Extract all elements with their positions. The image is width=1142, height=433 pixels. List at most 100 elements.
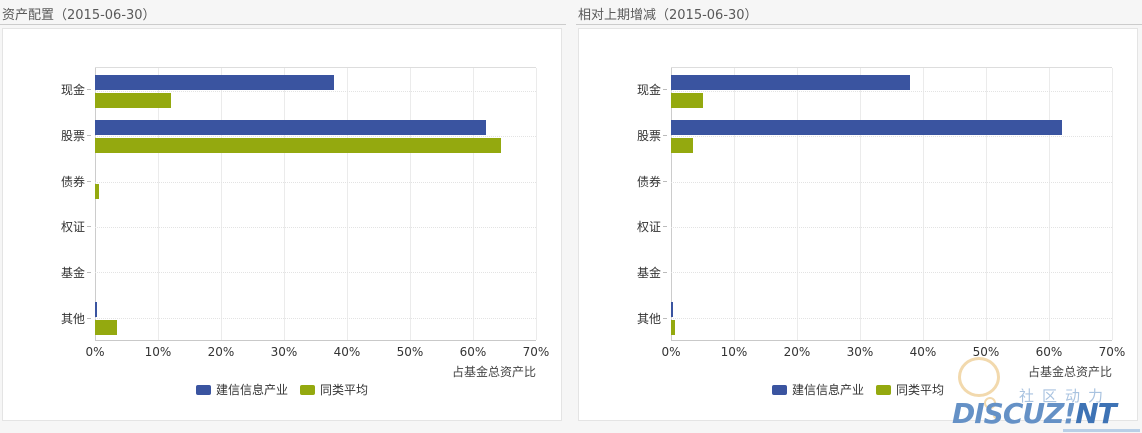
category-label: 股票: [579, 113, 667, 159]
category-label: 权证: [3, 204, 91, 250]
category-tick: [663, 89, 667, 91]
category-gridline: [95, 227, 536, 228]
bar: [95, 75, 335, 90]
legend-item[interactable]: 同类平均: [300, 381, 368, 398]
category-gridline: [671, 317, 1112, 319]
x-tick-label: 0%: [661, 345, 681, 359]
bar: [95, 93, 171, 108]
y-axis-labels: 现金 股票 债券 权证 基金 其他: [579, 67, 667, 341]
watermark-logo-text: DISCUZ!NT: [952, 397, 1117, 430]
category-gridline: [671, 272, 1112, 274]
category-tick: [87, 317, 91, 319]
chart-title-asset-allocation: 资产配置（2015-06-30）: [2, 8, 156, 23]
category-tick: [87, 135, 91, 136]
legend: 建信信息产业 同类平均: [579, 381, 1137, 398]
legend-swatch-icon: [195, 384, 211, 395]
x-tick-label: 20%: [783, 345, 811, 359]
category-tick: [87, 180, 91, 182]
category-row: [95, 249, 536, 294]
category-gridline: [671, 136, 1112, 138]
chart-asset-allocation: 现金 股票 债券 权证 基金 其他 0% 10% 20% 30% 40% 50% 60% 70% 占基金…: [2, 28, 562, 421]
category-tick: [663, 135, 667, 136]
legend-label: 建信信息产业: [215, 383, 288, 397]
legend-label: 建信信息产业: [791, 383, 864, 397]
x-axis-title: 占基金总资产比: [1027, 365, 1112, 379]
category-row: [671, 295, 1112, 340]
legend-swatch-icon: [876, 384, 891, 395]
x-tick-label: 70%: [1098, 345, 1126, 359]
thought-bubble-icon: [958, 357, 1000, 397]
category-row: [95, 204, 536, 249]
gridline: [284, 68, 285, 340]
watermark-logo-nt: NT: [1075, 397, 1117, 430]
panel-period-change: 相对上期增减（2015-06-30） 现金 股票 债券 权证 基金 其他 0% 10% 20%…: [576, 0, 1142, 433]
category-tick: [663, 180, 667, 182]
bar: [671, 138, 694, 154]
x-tick-label: 70%: [522, 345, 550, 359]
category-tick: [663, 317, 667, 319]
x-tick-label: 30%: [846, 345, 874, 359]
category-gridline: [95, 91, 536, 92]
category-gridline: [95, 272, 536, 274]
legend-label: 同类平均: [320, 383, 369, 397]
chart-title-period-change: 相对上期增减（2015-06-30）: [578, 8, 758, 23]
legend-item[interactable]: 同类平均: [876, 381, 944, 398]
y-axis-line: [671, 68, 672, 340]
watermark-underline: [1063, 429, 1140, 432]
category-label: 股票: [3, 113, 91, 159]
title-divider: [576, 24, 1142, 25]
x-tick-label: 40%: [333, 345, 361, 359]
x-tick-label: 60%: [459, 345, 487, 359]
category-row: [671, 159, 1112, 204]
gridline: [1112, 68, 1113, 340]
y-axis-line: [95, 68, 96, 340]
x-tick-label: 0%: [85, 345, 105, 359]
legend-swatch-icon: [771, 384, 787, 395]
x-axis-title: 占基金总资产比: [451, 365, 536, 379]
x-tick-label: 50%: [972, 345, 1000, 359]
category-gridline: [95, 317, 536, 319]
bar: [95, 138, 502, 154]
x-tick-label: 20%: [207, 345, 235, 359]
category-label: 权证: [579, 204, 667, 250]
category-gridline: [671, 181, 1112, 183]
gridline: [473, 68, 474, 340]
gridline: [923, 68, 924, 340]
x-tick-label: 30%: [270, 345, 298, 359]
x-tick-label: 60%: [1035, 345, 1063, 359]
legend-label: 同类平均: [896, 383, 945, 397]
bar: [95, 301, 97, 317]
x-axis-ticks: 0% 10% 20% 30% 40% 50% 60% 70%: [85, 345, 549, 361]
watermark-cn-text: 社区动力: [1019, 387, 1112, 405]
category-label: 基金: [3, 250, 91, 296]
category-tick: [87, 226, 91, 228]
x-tick-label: 10%: [144, 345, 172, 359]
y-axis-labels: 现金 股票 债券 权证 基金 其他: [3, 67, 91, 341]
category-tick: [87, 272, 91, 274]
gridline: [536, 68, 537, 340]
gridline: [734, 68, 735, 340]
bar: [95, 120, 486, 136]
gridline: [1049, 68, 1050, 340]
discuz-watermark: 社区动力 DISCUZ!NT: [950, 355, 1142, 433]
category-row: [95, 113, 536, 158]
category-tick: [663, 272, 667, 274]
category-row: [671, 68, 1112, 113]
bar: [671, 93, 703, 108]
thought-bubble-dot-icon: [984, 397, 996, 409]
panel-asset-allocation: 资产配置（2015-06-30） 现金 股票 债券 权证 基金 其他 0% 10% 20% 30…: [0, 0, 566, 433]
bar: [95, 183, 99, 199]
gridline: [221, 68, 222, 340]
category-row: [671, 113, 1112, 158]
category-label: 现金: [579, 67, 667, 113]
legend: 建信信息产业 同类平均: [3, 381, 561, 398]
legend-item[interactable]: 建信信息产业: [771, 381, 864, 398]
legend-item[interactable]: 建信信息产业: [195, 381, 288, 398]
category-gridline: [671, 91, 1112, 92]
plot-area: [671, 67, 1113, 341]
x-tick-label: 50%: [396, 345, 424, 359]
gridline: [410, 68, 411, 340]
title-divider: [0, 24, 566, 25]
category-tick: [663, 226, 667, 228]
